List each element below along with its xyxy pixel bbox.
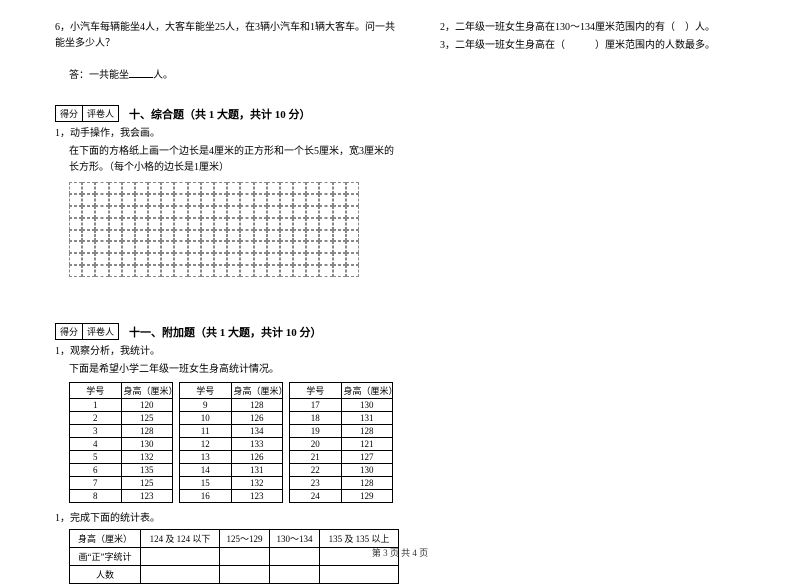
blank-fill[interactable]: [129, 68, 153, 78]
answer-suffix: 人。: [153, 70, 173, 81]
reviewer-label: 评卷人: [83, 106, 118, 121]
s11-q1-a: 1，观察分析，我统计。: [55, 344, 400, 360]
left-column: 6，小汽车每辆能坐4人，大客车能坐25人，在3辆小汽车和1辆大客车。问一共能坐多…: [55, 18, 400, 584]
height-table-2: 学号身高（厘米）91281012611134121331312614131151…: [179, 382, 283, 503]
q3-text-a: 3，二年级一班女生身高在（: [440, 40, 565, 51]
q2-text-b: ）人。: [685, 22, 715, 33]
answer-prefix: 答：一共能坐: [69, 70, 129, 81]
section-10-header: 得分 评卷人 十、综合题（共 1 大题，共计 10 分）: [55, 99, 400, 122]
section-10-title: 十、综合题（共 1 大题，共计 10 分）: [129, 100, 311, 122]
s10-q1-a: 1，动手操作，我会画。: [55, 126, 400, 142]
right-column: 2，二年级一班女生身高在130～134厘米范围内的有（ ）人。 3，二年级一班女…: [440, 18, 750, 584]
s11-q1-b: 下面是希望小学二年级一班女生身高统计情况。: [55, 362, 400, 378]
section-11-title: 十一、附加题（共 1 大题，共计 10 分）: [129, 318, 322, 340]
score-box-11: 得分 评卷人: [55, 323, 119, 340]
answer-6: 答：一共能坐 人。: [69, 66, 400, 81]
score-box-10: 得分 评卷人: [55, 105, 119, 122]
height-tables: 学号身高（厘米）11202125312841305132613571258123…: [69, 382, 400, 503]
drawing-grid[interactable]: [69, 182, 359, 277]
q3-text-b: ）厘米范围内的人数最多。: [595, 40, 715, 51]
page-footer: 第 3 页 共 4 页: [0, 546, 800, 559]
s10-q1-b: 在下面的方格纸上画一个边长是4厘米的正方形和一个长5厘米，宽3厘米的长方形。（每…: [55, 144, 400, 176]
right-q3: 3，二年级一班女生身高在（ ）厘米范围内的人数最多。: [440, 38, 750, 54]
question-6: 6，小汽车每辆能坐4人，大客车能坐25人，在3辆小汽车和1辆大客车。问一共能坐多…: [55, 20, 400, 52]
score-label: 得分: [56, 106, 83, 121]
section-11-header: 得分 评卷人 十一、附加题（共 1 大题，共计 10 分）: [55, 317, 400, 340]
reviewer-label: 评卷人: [83, 324, 118, 339]
right-q2: 2，二年级一班女生身高在130～134厘米范围内的有（ ）人。: [440, 20, 750, 36]
score-label: 得分: [56, 324, 83, 339]
height-table-1: 学号身高（厘米）11202125312841305132613571258123: [69, 382, 173, 503]
s11-sub1: 1，完成下面的统计表。: [55, 511, 400, 527]
q2-text-a: 2，二年级一班女生身高在130～134厘米范围内的有（: [440, 22, 675, 33]
height-table-3: 学号身高（厘米）17130181311912820121211272213023…: [289, 382, 393, 503]
